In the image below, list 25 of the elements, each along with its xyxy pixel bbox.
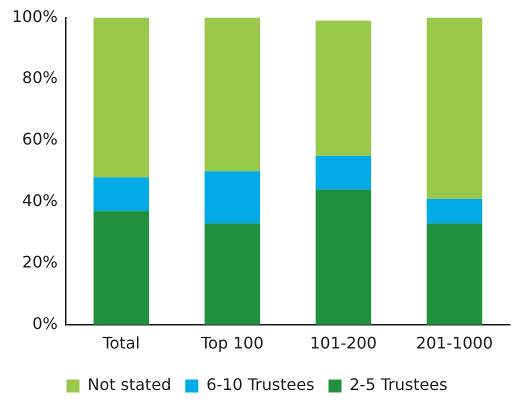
y-tick-label: 80% xyxy=(22,68,58,88)
legend-label: 6-10 Trustees xyxy=(206,375,314,394)
bar xyxy=(426,223,482,325)
y-tick-label: 0% xyxy=(32,314,58,333)
bar xyxy=(204,18,260,172)
y-tick-label: 60% xyxy=(22,130,58,149)
bar xyxy=(426,18,482,199)
x-tick-label: Total xyxy=(102,334,140,353)
y-tick-label: 100% xyxy=(12,6,58,26)
bar xyxy=(316,20,372,156)
bar xyxy=(204,223,260,325)
x-tick-label: Top 100 xyxy=(200,334,264,353)
bar xyxy=(94,18,150,178)
bar xyxy=(94,211,150,325)
x-tick-label: 201-1000 xyxy=(416,334,493,353)
bar xyxy=(94,177,150,212)
bar xyxy=(204,171,260,224)
bar xyxy=(316,190,372,325)
bar xyxy=(426,198,482,224)
bar xyxy=(316,156,372,190)
legend-label: 2-5 Trustees xyxy=(349,375,448,394)
x-tick-label: 101-200 xyxy=(310,334,377,353)
y-tick-label: 40% xyxy=(22,191,58,210)
y-tick-label: 20% xyxy=(22,252,58,272)
legend-label: Not stated xyxy=(88,375,172,394)
